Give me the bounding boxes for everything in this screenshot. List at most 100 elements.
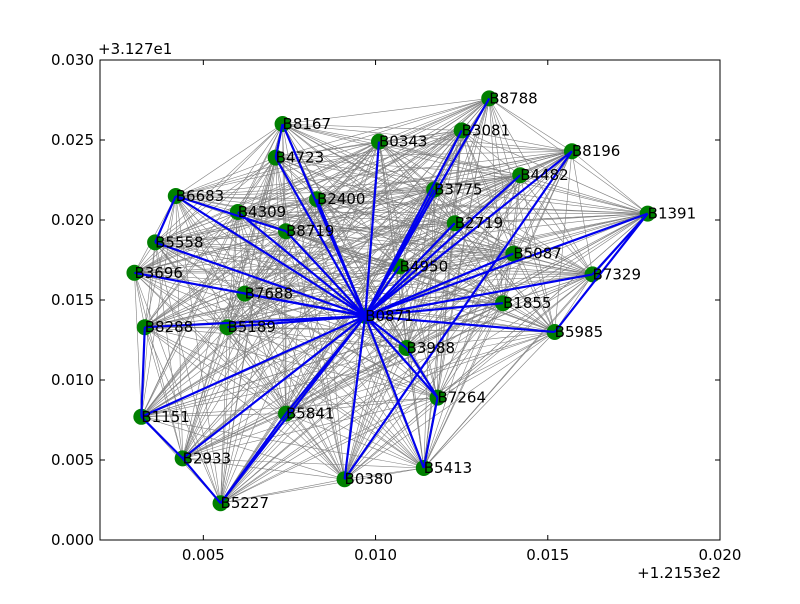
background-edge-B1391-B3696 (134, 213, 648, 274)
background-edge-B4482-B5227 (220, 174, 521, 504)
background-edge-B8196-B6683 (175, 150, 572, 197)
background-edge-B8167-B3988 (282, 123, 407, 349)
background-edge-B5189-B0380 (227, 327, 345, 480)
background-edge-B8288-B5841 (144, 326, 287, 414)
background-edge-B3775-B3988 (406, 189, 435, 349)
background-edge-B3081-B2400 (316, 130, 462, 200)
background-edge-B8167-B1391 (282, 123, 648, 214)
background-edge-B5558-B5087 (155, 242, 514, 254)
background-edge-B2400-B7329 (316, 198, 593, 275)
highlighted-edge-B0871-B1391 (364, 212, 649, 318)
background-edge-B8196-B1391 (571, 150, 648, 214)
background-edge-B3775-B1391 (434, 189, 648, 214)
background-edge-B5087-B0380 (344, 253, 514, 480)
background-edge-B5841-B5413 (285, 413, 424, 469)
highlighted-edge-B6683-B8719 (175, 194, 287, 233)
background-edge-B4482-B1391 (520, 174, 648, 214)
background-edge-B3696-B5189 (134, 272, 228, 328)
background-edge-B5558-B4950 (155, 242, 400, 267)
background-edge-B1391-B5087 (513, 213, 648, 254)
highlighted-edge-B0871-B5087 (364, 252, 514, 318)
background-edge-B5189-B2933 (182, 327, 228, 459)
background-edge-B8788-B0343 (378, 98, 490, 142)
axis-ticks: 0.005 0.010 0.015 0.020 0.000 0.005 0.010 0.015… (51, 51, 741, 564)
background-edge-B8788-B1151 (141, 98, 490, 418)
node-label-B8788: B8788 (489, 89, 537, 107)
background-edge-B4723-B2400 (275, 157, 318, 200)
background-edge-B0343-B4309 (237, 141, 380, 213)
background-edge-B4309-B8288 (144, 211, 239, 328)
background-edge-B8167-B0343 (282, 123, 380, 142)
background-edge-B4309-B0380 (237, 211, 345, 480)
highlighted-edge-B0871-B7264 (364, 315, 439, 399)
background-edge-B3775-B2933 (182, 189, 435, 459)
node-label-B2719: B2719 (455, 214, 503, 232)
background-edge-B4950-B7264 (399, 266, 438, 398)
background-edge-B1151-B5841 (141, 413, 287, 418)
background-edge-B4482-B6683 (175, 174, 521, 197)
background-edge-B3775-B7329 (433, 189, 593, 275)
background-edge-B8288-B5227 (144, 327, 221, 504)
background-edge-B3696-B7264 (134, 272, 438, 398)
background-edge-B3081-B8719 (285, 130, 462, 232)
background-edge-B5841-B0380 (285, 413, 345, 480)
background-edge-B3081-B8196 (461, 130, 572, 152)
background-edge-B5087-B4950 (399, 253, 514, 267)
background-edge-B7688-B3988 (244, 293, 407, 349)
background-edge-B8196-B4950 (399, 150, 573, 267)
background-edge-B2933-B0380 (182, 458, 345, 480)
node-label-B6683: B6683 (176, 187, 224, 205)
background-edge-B7329-B3988 (406, 274, 593, 349)
background-edge-B4723-B1391 (275, 157, 648, 214)
y-tick-label: 0.025 (51, 131, 94, 149)
highlighted-edges (134, 97, 649, 504)
background-edge-B8719-B5087 (285, 230, 514, 254)
background-edge-B4723-B5189 (227, 157, 276, 328)
background-edge-B4482-B7329 (519, 175, 593, 275)
background-edge-B8167-B6683 (175, 123, 283, 197)
background-edge-B8196-B1855 (502, 151, 573, 304)
background-edge-B8788-B5985 (488, 98, 555, 333)
background-edge-B1391-B1855 (502, 213, 648, 304)
background-edge-B5558-B5985 (155, 242, 555, 333)
background-edge-B0343-B7688 (244, 141, 380, 294)
background-edge-B3696-B1855 (134, 272, 504, 304)
background-edge-B5985-B5413 (423, 331, 555, 469)
background-edge-B3081-B3696 (134, 130, 462, 274)
y-tick-label: 0.030 (51, 51, 94, 69)
node-label-B1151: B1151 (141, 408, 189, 426)
background-edge-B5189-B7264 (227, 326, 438, 398)
background-edge-B3696-B5227 (134, 272, 221, 504)
background-edge-B3696-B1151 (134, 272, 142, 417)
node-label-B5413: B5413 (424, 459, 472, 477)
background-edge-B2400-B4309 (237, 198, 318, 213)
background-edge-B6683-B2400 (175, 195, 318, 200)
background-edge-B0343-B8196 (378, 141, 572, 152)
background-edge-B2719-B5985 (454, 222, 555, 333)
y-offset-label: +3.127e1 (98, 40, 172, 58)
background-edge-B5985-B1151 (141, 331, 555, 418)
x-tick-label: 0.010 (354, 546, 397, 564)
background-edge-B4482-B5087 (513, 175, 521, 254)
background-edge-B4723-B6683 (175, 157, 276, 197)
y-tick-label: 0.010 (51, 371, 94, 389)
background-edge-B5985-B5841 (285, 331, 555, 414)
background-edge-B3081-B2933 (182, 130, 462, 459)
background-edge-B0343-B5413 (378, 141, 425, 469)
background-edge-B7329-B7688 (244, 274, 593, 294)
background-edge-B4723-B3988 (275, 157, 407, 349)
background-edge-B6683-B7688 (175, 195, 245, 294)
background-edge-B2933-B5413 (182, 458, 424, 469)
highlighted-edge-B0871-B8288 (144, 314, 366, 329)
highlighted-edge-B1391-B5985 (553, 212, 649, 333)
highlighted-edge-B0871-B3988 (364, 315, 408, 349)
background-edge-B4309-B2933 (182, 211, 239, 459)
background-edge-B2719-B4950 (399, 222, 455, 267)
background-edge-B1151-B0380 (141, 416, 345, 480)
background-edge-B4950-B0380 (344, 266, 400, 480)
highlighted-edge-B0871-B5413 (364, 315, 425, 469)
background-edge-B4309-B7329 (237, 211, 593, 275)
background-edge-B3081-B6683 (175, 130, 462, 197)
background-edge-B4723-B5227 (220, 157, 276, 504)
background-edge-B3988-B5841 (285, 347, 407, 414)
